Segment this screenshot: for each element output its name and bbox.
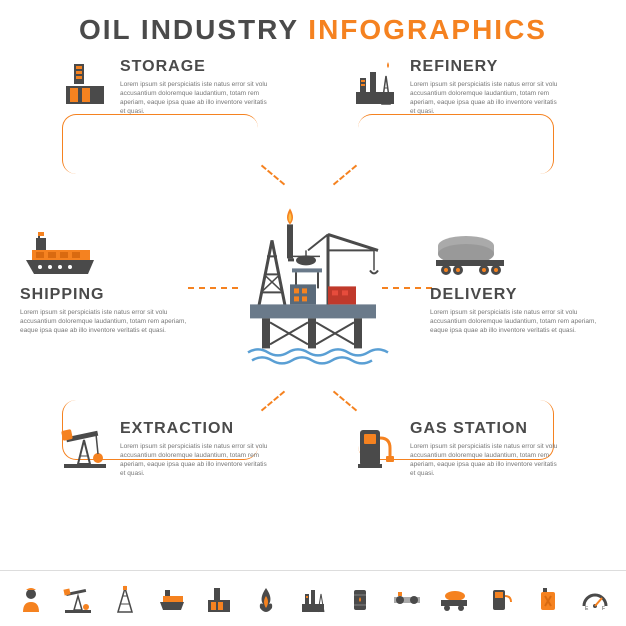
connector-br [333, 391, 357, 412]
title-word1: OIL INDUSTRY [79, 14, 299, 45]
section-extraction: EXTRACTION Lorem ipsum sit perspiciatis … [60, 420, 270, 478]
section-storage: STORAGE Lorem ipsum sit perspiciatis ist… [60, 58, 270, 116]
storage-label: STORAGE [120, 58, 270, 76]
pumpjack-icon [60, 420, 110, 470]
section-refinery: REFINERY Lorem ipsum sit perspiciatis is… [350, 58, 560, 116]
title-word2: INFOGRAPHICS [308, 14, 547, 45]
gasstation-label: GAS STATION [410, 420, 560, 438]
refinery-mini-icon [298, 584, 328, 614]
derrick-mini-icon [110, 584, 140, 614]
bracket-refinery [358, 114, 554, 174]
gauge-mini-icon: EF [580, 584, 610, 614]
storage-icon [60, 58, 110, 108]
ship-mini-icon [157, 584, 187, 614]
pump-icon [350, 420, 400, 470]
connector-bl [261, 391, 285, 412]
worker-icon [16, 584, 46, 614]
section-shipping: SHIPPING Lorem ipsum sit perspiciatis is… [20, 230, 200, 335]
gasstation-text: Lorem ipsum sit perspiciatis iste natus … [410, 442, 560, 478]
refinery-text: Lorem ipsum sit perspiciatis iste natus … [410, 80, 560, 116]
extraction-text: Lorem ipsum sit perspiciatis iste natus … [120, 442, 270, 478]
flame-mini-icon [251, 584, 281, 614]
storage-mini-icon [204, 584, 234, 614]
extraction-label: EXTRACTION [120, 420, 270, 438]
svg-text:E: E [585, 606, 589, 612]
refinery-label: REFINERY [410, 58, 560, 76]
bracket-storage [62, 114, 258, 174]
oil-platform-icon [228, 200, 398, 370]
delivery-label: DELIVERY [430, 286, 610, 304]
section-delivery: DELIVERY Lorem ipsum sit perspiciatis is… [430, 230, 610, 335]
page-title: OIL INDUSTRY INFOGRAPHICS [0, 0, 626, 54]
main-diagram: STORAGE Lorem ipsum sit perspiciatis ist… [0, 54, 626, 544]
delivery-icon [430, 230, 510, 280]
refinery-icon [350, 58, 400, 108]
barrel-mini-icon [345, 584, 375, 614]
truck-mini-icon [439, 584, 469, 614]
jerrycan-mini-icon [533, 584, 563, 614]
icon-row: EF [0, 570, 626, 620]
section-gasstation: GAS STATION Lorem ipsum sit perspiciatis… [350, 420, 560, 478]
delivery-text: Lorem ipsum sit perspiciatis iste natus … [430, 308, 610, 335]
connector-tr [333, 165, 357, 186]
connector-tl [261, 165, 285, 186]
ship-icon [20, 230, 100, 280]
pumpjack-mini-icon [63, 584, 93, 614]
svg-text:F: F [602, 606, 605, 612]
shipping-label: SHIPPING [20, 286, 200, 304]
pump-mini-icon [486, 584, 516, 614]
shipping-text: Lorem ipsum sit perspiciatis iste natus … [20, 308, 200, 335]
storage-text: Lorem ipsum sit perspiciatis iste natus … [120, 80, 270, 116]
pipeline-mini-icon [392, 584, 422, 614]
